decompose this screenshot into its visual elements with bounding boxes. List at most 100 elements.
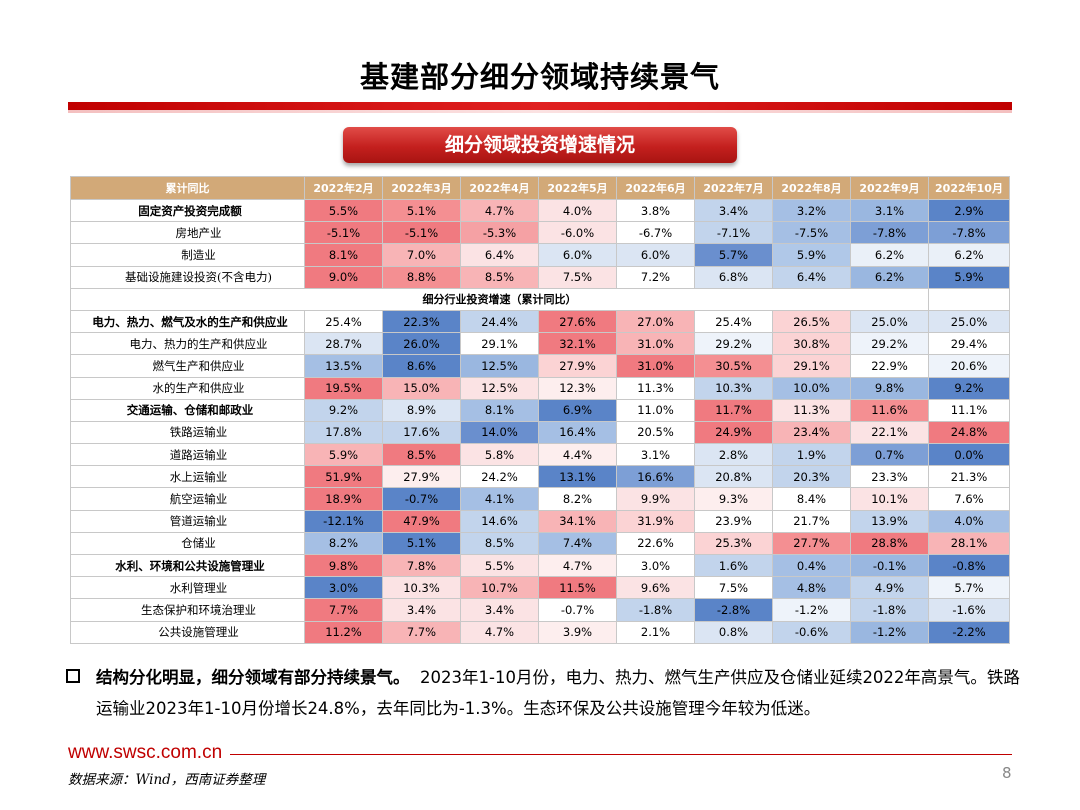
value-cell: 11.0% <box>616 398 695 422</box>
value-cell: 4.7% <box>460 198 539 223</box>
value-cell: 9.0% <box>304 265 383 289</box>
subcategory-label: 公共设施管理业 <box>70 620 305 644</box>
value-cell: 5.5% <box>460 553 539 578</box>
value-cell: 11.7% <box>694 398 773 422</box>
subcategory-label: 水的生产和供应业 <box>70 376 305 400</box>
value-cell: 8.1% <box>460 398 539 422</box>
value-cell: 4.0% <box>538 198 617 223</box>
table-row: 公共设施管理业 11.2% 7.7% 4.7% 3.9% 2.1% 0.8% -0.6% -1.… <box>70 620 1010 644</box>
value-cell: 13.1% <box>538 465 617 489</box>
investment-growth-table: 累计同比 2022年2月 2022年3月 2022年4月 2022年5月 2022年6月 2… <box>70 176 1010 644</box>
table-row: 水的生产和供应业 19.5% 15.0% 12.5% 12.3% 11.3% 10.3% 10… <box>70 376 1010 400</box>
value-cell: 28.8% <box>850 531 929 556</box>
value-cell: 11.3% <box>772 398 851 422</box>
value-cell: 4.4% <box>538 443 617 467</box>
value-cell: 8.8% <box>382 265 461 289</box>
value-cell: 14.6% <box>460 509 539 533</box>
page-number: 8 <box>1002 764 1012 782</box>
website-link[interactable]: www.swsc.com.cn <box>68 742 223 763</box>
category-label: 固定资产投资完成额 <box>70 198 305 223</box>
subcategory-label: 房地产业 <box>70 221 305 245</box>
value-cell: -5.1% <box>382 221 461 245</box>
value-cell: 3.4% <box>382 598 461 622</box>
summary-bold: 结构分化明显，细分领域有部分持续景气。 <box>96 668 410 687</box>
value-cell: -1.8% <box>850 598 929 622</box>
value-cell: 25.0% <box>928 309 1010 334</box>
table-row: 生态保护和环境治理业 7.7% 3.4% 3.4% -0.7% -1.8% -2.8% -1.… <box>70 598 1010 622</box>
value-cell: 20.3% <box>772 465 851 489</box>
value-cell: 31.9% <box>616 509 695 533</box>
value-cell: 24.9% <box>694 420 773 445</box>
value-cell: 3.8% <box>616 198 695 223</box>
value-cell: -7.8% <box>928 221 1010 245</box>
header-month-cell: 2022年5月 <box>538 176 617 200</box>
category-label: 交通运输、仓储和邮政业 <box>70 398 305 422</box>
value-cell: 15.0% <box>382 376 461 400</box>
value-cell: 4.1% <box>460 487 539 511</box>
value-cell: 0.8% <box>694 620 773 644</box>
table-header-row: 累计同比 2022年2月 2022年3月 2022年4月 2022年5月 2022年6月 2… <box>70 176 1010 200</box>
subcategory-label: 水上运输业 <box>70 465 305 489</box>
value-cell: 4.7% <box>538 553 617 578</box>
value-cell: 23.9% <box>694 509 773 533</box>
value-cell: 11.2% <box>304 620 383 644</box>
value-cell: 3.4% <box>694 198 773 223</box>
value-cell: 6.9% <box>538 398 617 422</box>
subcategory-label: 制造业 <box>70 243 305 267</box>
table-row: 房地产业 -5.1% -5.1% -5.3% -6.0% -6.7% -7.1% -7.5% -… <box>70 221 1010 245</box>
value-cell: 11.3% <box>616 376 695 400</box>
value-cell: 12.3% <box>538 376 617 400</box>
value-cell: 22.3% <box>382 309 461 334</box>
value-cell: 5.7% <box>928 576 1010 600</box>
value-cell: -5.1% <box>304 221 383 245</box>
value-cell: 7.8% <box>382 553 461 578</box>
value-cell: 29.1% <box>772 354 851 378</box>
value-cell: 1.9% <box>772 443 851 467</box>
data-source-note: 数据来源：Wind，西南证券整理 <box>68 772 266 788</box>
value-cell: -7.5% <box>772 221 851 245</box>
value-cell: -7.1% <box>694 221 773 245</box>
value-cell: 13.9% <box>850 509 929 533</box>
value-cell: 8.2% <box>538 487 617 511</box>
value-cell: 29.2% <box>694 332 773 356</box>
value-cell: 7.7% <box>382 620 461 644</box>
value-cell: 24.8% <box>928 420 1010 445</box>
value-cell: -0.8% <box>928 553 1010 578</box>
value-cell: 20.6% <box>928 354 1010 378</box>
value-cell: 3.0% <box>616 553 695 578</box>
section-header-label: 细分行业投资增速（累计同比） <box>70 287 929 311</box>
value-cell: 6.0% <box>616 243 695 267</box>
value-cell: 7.4% <box>538 531 617 556</box>
value-cell: 25.4% <box>694 309 773 334</box>
value-cell: 3.1% <box>850 198 929 223</box>
value-cell: -2.2% <box>928 620 1010 644</box>
value-cell: 4.0% <box>928 509 1010 533</box>
value-cell: 5.5% <box>304 198 383 223</box>
table-row: 固定资产投资完成额 5.5% 5.1% 4.7% 4.0% 3.8% 3.4% 3.2% 3.1… <box>70 198 1010 223</box>
summary-text: 2023年1-10月份，电力、热力、燃气生产供应及仓储业延续2022年高景气。铁… <box>96 668 1020 718</box>
value-cell: 6.2% <box>850 265 929 289</box>
value-cell: 27.9% <box>538 354 617 378</box>
table-row: 铁路运输业 17.8% 17.6% 14.0% 16.4% 20.5% 24.9% 23.4%… <box>70 420 1010 445</box>
value-cell: -0.6% <box>772 620 851 644</box>
value-cell: 6.8% <box>694 265 773 289</box>
value-cell: 28.1% <box>928 531 1010 556</box>
value-cell: 3.9% <box>538 620 617 644</box>
value-cell: 2.1% <box>616 620 695 644</box>
value-cell: 30.8% <box>772 332 851 356</box>
value-cell: 27.0% <box>616 309 695 334</box>
category-label: 电力、热力、燃气及水的生产和供应业 <box>70 309 305 334</box>
value-cell: 10.3% <box>694 376 773 400</box>
value-cell: 26.0% <box>382 332 461 356</box>
subcategory-label: 水利管理业 <box>70 576 305 600</box>
value-cell: 8.4% <box>772 487 851 511</box>
value-cell: -0.7% <box>382 487 461 511</box>
value-cell: 16.6% <box>616 465 695 489</box>
value-cell: 2.8% <box>694 443 773 467</box>
header-month-cell: 2022年4月 <box>460 176 539 200</box>
value-cell: 12.5% <box>460 376 539 400</box>
value-cell: 14.0% <box>460 420 539 445</box>
value-cell: 11.1% <box>928 398 1010 422</box>
value-cell: 17.6% <box>382 420 461 445</box>
header-month-cell: 2022年10月 <box>928 176 1010 200</box>
